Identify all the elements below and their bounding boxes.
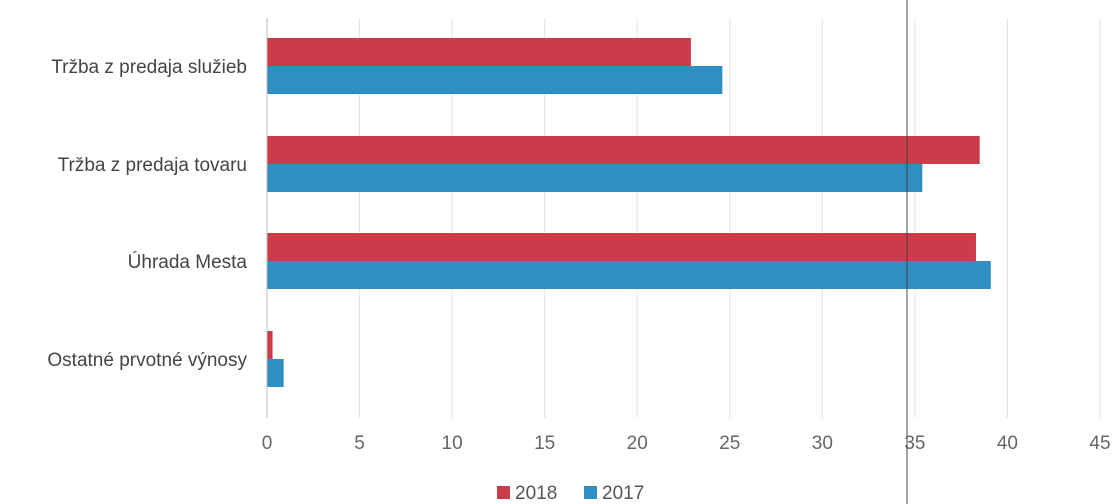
bars	[267, 38, 991, 387]
category-label-1: Tržba z predaja tovaru	[58, 155, 247, 176]
x-axis-ticks: 0 5 10 15 20 25 30 35 40 45	[262, 433, 1111, 454]
x-tick-label-35: 35	[904, 433, 925, 454]
x-tick-label-20: 20	[627, 433, 648, 454]
bar-2018-3	[267, 331, 273, 359]
x-tick-label-0: 0	[262, 433, 273, 454]
bar-2017-0	[267, 66, 723, 94]
bar-2018-1	[267, 136, 980, 164]
bar-2017-2	[267, 261, 991, 289]
legend-swatch-2018	[497, 486, 510, 499]
x-tick-label-15: 15	[534, 433, 555, 454]
bar-2017-1	[267, 164, 923, 192]
category-labels: Tržba z predaja služieb Tržba z predaja t…	[47, 57, 247, 371]
x-tick-label-40: 40	[997, 433, 1018, 454]
bar-2018-0	[267, 38, 691, 66]
bar-2017-3	[267, 359, 284, 387]
x-tick-label-10: 10	[442, 433, 463, 454]
legend-swatch-2017	[584, 486, 597, 499]
category-label-0: Tržba z predaja služieb	[51, 57, 247, 78]
legend: 2018 2017	[497, 483, 644, 504]
x-tick-label-25: 25	[719, 433, 740, 454]
category-label-3: Ostatné prvotné výnosy	[47, 350, 247, 371]
bar-2018-2	[267, 233, 976, 261]
legend-label-2017: 2017	[602, 483, 644, 504]
x-tick-label-30: 30	[812, 433, 833, 454]
x-tick-label-5: 5	[354, 433, 365, 454]
x-tick-label-45: 45	[1089, 433, 1110, 454]
legend-label-2018: 2018	[515, 483, 557, 504]
category-label-2: Úhrada Mesta	[128, 251, 248, 273]
